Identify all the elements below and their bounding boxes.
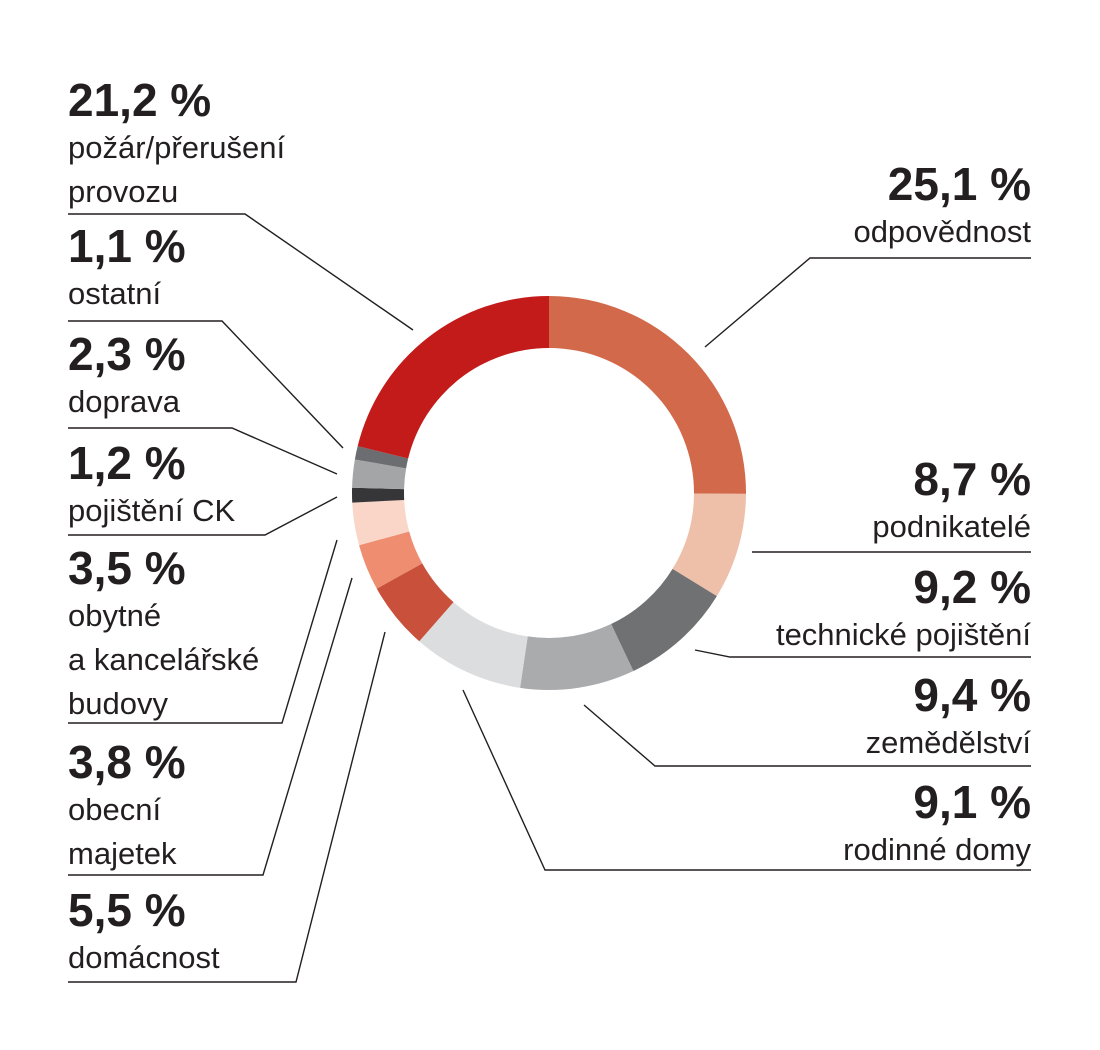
slice-labels: 25,1 % odpovědnost 8,7 % podnikatelé 9,2 % te… <box>68 74 1032 983</box>
slice-category-label: odpovědnost <box>853 214 1031 249</box>
slice-category-label: majetek <box>68 836 177 871</box>
leader-line <box>68 539 338 724</box>
leader-line <box>68 577 353 876</box>
leader-line <box>68 427 338 475</box>
leader-line <box>462 689 1031 871</box>
slice-label-group: 2,3 % doprava <box>68 328 338 475</box>
leader-line <box>694 649 1031 658</box>
slice-category-label: ostatní <box>68 276 161 311</box>
slice-category-label: technické pojištění <box>776 617 1031 652</box>
slice-category-label: provozu <box>68 174 178 209</box>
pie-slice <box>520 624 634 690</box>
pie-slice <box>352 459 407 490</box>
slice-value-label: 2,3 % <box>68 328 186 380</box>
slice-value-label: 9,4 % <box>913 669 1031 721</box>
slice-value-label: 5,5 % <box>68 884 186 936</box>
slice-label-group: 3,8 % obecní majetek <box>68 577 353 876</box>
pie-slice <box>376 563 454 642</box>
slice-category-label: rodinné domy <box>843 832 1031 867</box>
pie-slice <box>352 500 410 546</box>
slice-value-label: 9,2 % <box>913 561 1031 613</box>
slice-value-label: 1,2 % <box>68 437 186 489</box>
slice-category-label: obecní <box>68 792 161 827</box>
leader-line <box>68 496 338 536</box>
pie-slice <box>419 602 528 688</box>
slice-label-group: 5,5 % domácnost <box>68 631 386 983</box>
pie-slice <box>611 568 717 672</box>
leader-line <box>583 704 1031 767</box>
slice-category-label: domácnost <box>68 940 220 975</box>
slice-value-label: 1,1 % <box>68 220 186 272</box>
slice-label-group: 1,2 % pojištění CK <box>68 437 338 536</box>
slice-label-group: 3,5 % obytné a kancelářské budovy <box>68 539 338 724</box>
slice-category-label: obytné <box>68 598 161 633</box>
slice-category-label: podnikatelé <box>872 509 1031 544</box>
slice-category-label: budovy <box>68 686 168 721</box>
leader-line <box>704 257 1031 348</box>
slice-value-label: 3,5 % <box>68 542 186 594</box>
slice-label-group: 9,4 % zemědělství <box>583 669 1032 767</box>
slice-value-label: 8,7 % <box>913 453 1031 505</box>
leader-line <box>68 320 344 449</box>
pie-slice <box>352 487 405 503</box>
slice-category-label: a kancelářské <box>68 642 259 677</box>
slice-category-label: pojištění CK <box>68 493 235 528</box>
pie-slice <box>359 531 423 589</box>
pie-slice <box>354 446 409 469</box>
leader-line <box>68 213 414 331</box>
slice-label-group: 8,7 % podnikatelé <box>752 453 1031 553</box>
pie-slice <box>357 296 549 459</box>
slice-label-group: 1,1 % ostatní <box>68 220 344 449</box>
pie-slice <box>549 296 746 494</box>
slice-label-group: 21,2 % požár/přerušení provozu <box>68 74 414 331</box>
slice-label-group: 9,1 % rodinné domy <box>462 689 1031 871</box>
slice-value-label: 9,1 % <box>913 776 1031 828</box>
slice-category-label: doprava <box>68 384 181 419</box>
slice-label-group: 9,2 % technické pojištění <box>694 561 1031 658</box>
pie-slice <box>672 493 746 597</box>
slice-category-label: požár/přerušení <box>68 130 286 165</box>
slice-value-label: 3,8 % <box>68 736 186 788</box>
slice-value-label: 25,1 % <box>888 158 1031 210</box>
slice-value-label: 21,2 % <box>68 74 211 126</box>
slice-label-group: 25,1 % odpovědnost <box>704 158 1031 348</box>
donut-slices <box>352 296 746 690</box>
leader-line <box>68 631 386 983</box>
slice-category-label: zemědělství <box>866 725 1032 760</box>
